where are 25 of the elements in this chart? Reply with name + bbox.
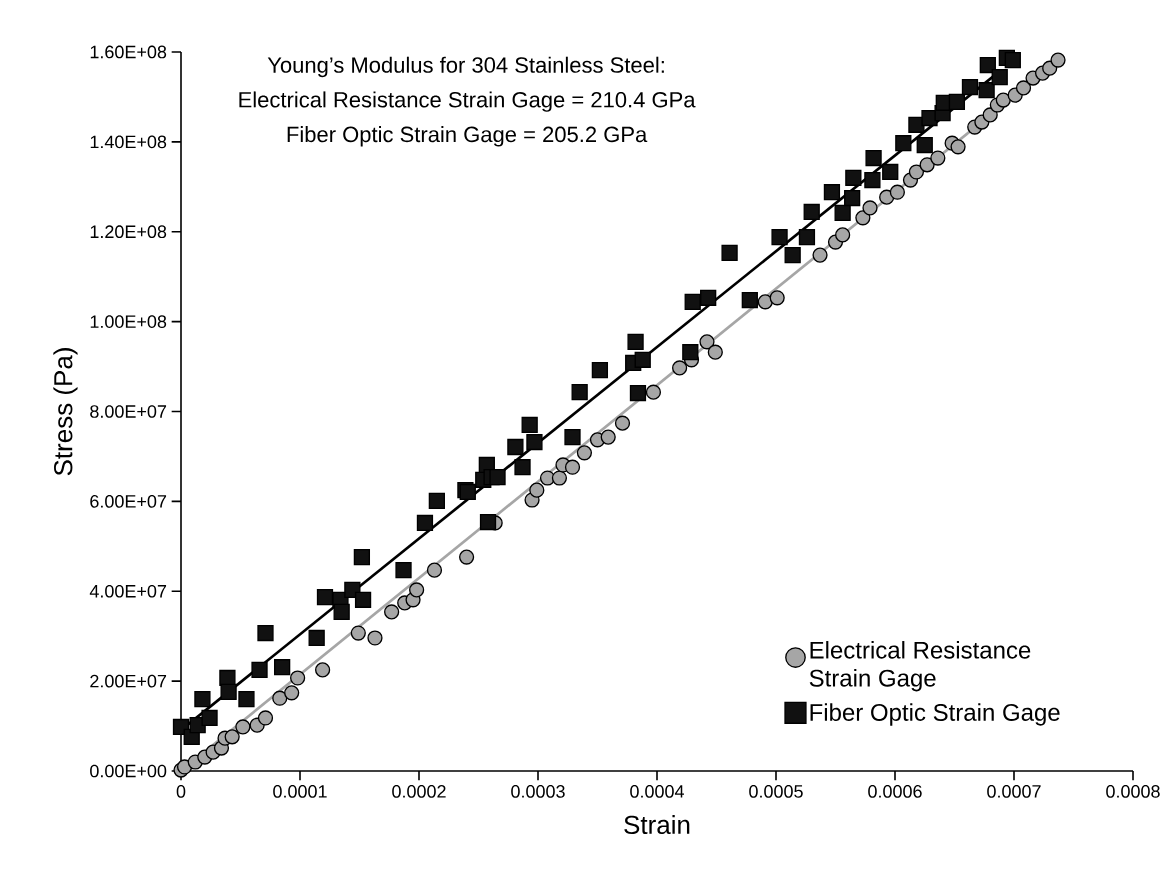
x-tick-label: 0.0001 bbox=[273, 785, 327, 798]
x-axis-title: Strain bbox=[624, 814, 690, 835]
y-tick-label: 2.00E+07 bbox=[90, 674, 167, 688]
legend-label: Fiber Optic Strain Gage bbox=[810, 703, 1060, 726]
y-tick-label: 1.60E+08 bbox=[90, 45, 167, 59]
x-tick-label: 0.0006 bbox=[868, 785, 922, 798]
y-tick-label: 8.00E+07 bbox=[90, 405, 167, 418]
y-tick-label: 0.00E+00 bbox=[90, 764, 167, 778]
y-axis-title: Stress (Pa) bbox=[53, 348, 78, 476]
y-tick-label: 1.20E+08 bbox=[90, 225, 167, 239]
x-tick-label: 0 bbox=[176, 785, 186, 798]
annotation: Electrical Resistance Strain Gage = 210.4 GPa bbox=[239, 91, 696, 112]
annotation: Young’s Modulus for 304 Stainless Steel: bbox=[267, 56, 664, 78]
x-tick-label: 0.0007 bbox=[987, 785, 1041, 798]
y-tick-label: 4.00E+07 bbox=[89, 584, 167, 598]
y-tick-label: 1.00E+08 bbox=[90, 315, 167, 328]
x-tick-label: 0.0003 bbox=[511, 785, 565, 798]
x-tick-label: 0.0004 bbox=[630, 785, 684, 798]
legend-label: Electrical Resistance Strain Gage bbox=[809, 641, 1031, 692]
x-tick-label: 0.0002 bbox=[392, 785, 446, 798]
x-tick-label: 0.0008 bbox=[1106, 785, 1160, 798]
annotation: Fiber Optic Strain Gage = 205.2 GPa bbox=[287, 126, 648, 147]
y-tick-label: 1.40E+08 bbox=[90, 135, 167, 149]
y-tick-label: 6.00E+07 bbox=[90, 495, 167, 508]
x-tick-label: 0.0005 bbox=[749, 785, 803, 798]
